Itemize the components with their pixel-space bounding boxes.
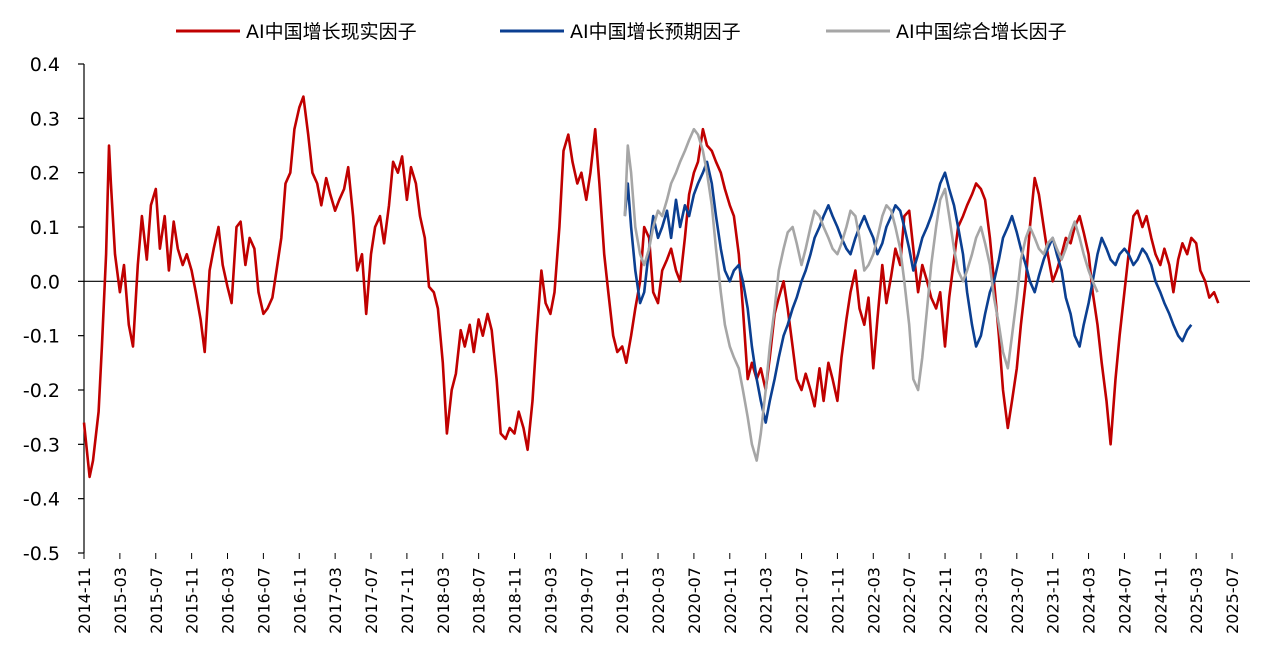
x-tick-label: 2021-07 [793,567,812,634]
x-tick-label: 2021-03 [757,567,776,634]
y-tick-label: 0.3 [30,108,60,130]
x-tick-label: 2017-03 [326,567,345,634]
x-tick-label: 2015-03 [111,567,130,634]
x-tick-label: 2014-11 [75,567,94,634]
series-line-0 [82,95,1220,479]
legend-item-realized: AI中国增长现实因子 [176,21,417,43]
x-tick-label: 2023-07 [1008,567,1027,634]
x-tick-label: 2018-07 [470,567,489,634]
x-tick-label: 2023-11 [1044,567,1063,634]
x-tick-label: 2025-07 [1223,567,1242,634]
legend-label-realized: AI中国增长现实因子 [246,21,417,43]
x-tick-label: 2016-07 [254,567,273,634]
y-tick-label: -0.5 [23,543,60,565]
x-tick-label: 2022-11 [936,567,955,634]
x-tick-label: 2024-11 [1151,567,1170,634]
x-tick-label: 2016-03 [219,567,238,634]
x-tick-label: 2018-03 [434,567,453,634]
x-tick-label: 2019-03 [541,567,560,634]
y-tick-label: -0.2 [23,380,60,402]
y-tick-label: -0.1 [23,326,60,348]
y-tick-label: 0.0 [30,271,60,293]
series-line-2 [623,127,1099,462]
y-tick-label: 0.2 [30,163,60,185]
legend-label-expected: AI中国增长预期因子 [570,21,741,43]
x-tick-label: 2021-11 [828,567,847,634]
x-tick-label: 2017-11 [398,567,417,634]
legend-item-expected: AI中国增长预期因子 [500,21,741,43]
legend-item-composite: AI中国综合增长因子 [826,21,1067,43]
x-tick-label: 2019-11 [613,567,632,634]
x-tick-label: 2020-11 [721,567,740,634]
y-tick-label: 0.4 [30,54,60,76]
y-tick-label: -0.3 [23,434,60,456]
x-tick-label: 2025-03 [1187,567,1206,634]
x-tick-label: 2016-11 [290,567,309,634]
series-layer [82,95,1220,479]
x-tick-label: 2024-03 [1080,567,1099,634]
legend-label-composite: AI中国综合增长因子 [896,21,1067,43]
x-tick-label: 2015-11 [183,567,202,634]
x-tick-label: 2022-07 [900,567,919,634]
x-tick-label: 2024-07 [1115,567,1134,634]
y-tick-label: 0.1 [30,217,60,239]
x-tick-label: 2019-07 [577,567,596,634]
axes: 0.4 0.3 0.2 0.1 0.0 -0.1 -0.2 -0.3 -0.4 -0.5 2014-… [23,54,1250,634]
x-tick-label: 2015-07 [147,567,166,634]
series-line-1 [623,160,1193,424]
y-tick-label: -0.4 [23,489,60,511]
x-tick-label: 2017-07 [362,567,381,634]
x-tick-label: 2023-03 [972,567,991,634]
x-tick-label: 2018-11 [506,567,525,634]
x-tick-label: 2020-03 [649,567,668,634]
legend: AI中国增长现实因子 AI中国增长预期因子 AI中国综合增长因子 [176,21,1067,43]
x-tick-label: 2022-03 [864,567,883,634]
x-tick-label: 2020-07 [685,567,704,634]
